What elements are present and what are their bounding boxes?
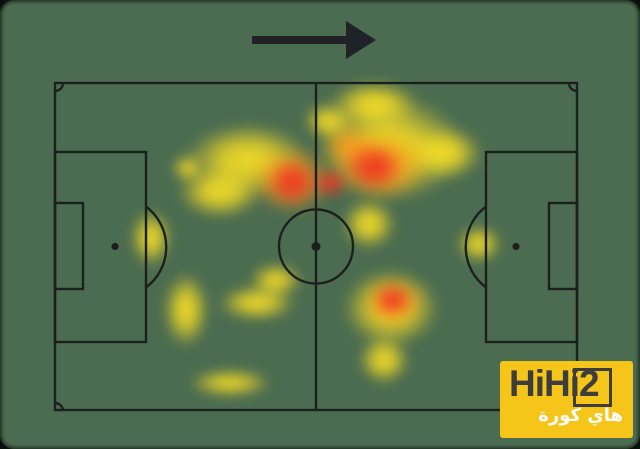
heat-zone-low: [342, 198, 396, 250]
right-penalty-arc: [464, 205, 487, 289]
logo-brand-text: HiHi2: [509, 362, 600, 406]
logo-tagline: هاي كورة: [538, 405, 623, 426]
left-penalty-arc: [145, 205, 168, 289]
center-circle: [277, 208, 355, 285]
logo-brand-main: HiHi: [509, 363, 580, 404]
hihi2-logo: HiHi2 هاي كورة: [500, 361, 633, 438]
corner-arc-top-right: [567, 82, 578, 93]
heat-zone-high: [266, 158, 318, 206]
heat-zone-high: [314, 168, 348, 198]
center-spot: [311, 242, 321, 251]
heat-zone-high: [372, 283, 414, 317]
arrow-shaft: [252, 36, 349, 44]
heat-zone-low: [249, 263, 303, 297]
right-goal-area: [547, 201, 579, 291]
heat-zone-low: [163, 271, 209, 349]
logo-brand-digit: 2: [579, 363, 600, 404]
arrow-head: [346, 21, 376, 59]
corner-arc-top-left: [54, 82, 65, 93]
right-penalty-area: [484, 150, 579, 344]
left-goal-area: [53, 201, 85, 291]
logo-square-outline: [573, 368, 612, 407]
heat-zone-low: [358, 335, 410, 385]
attack-direction-arrow-icon: [252, 21, 376, 59]
heat-zone-low: [187, 369, 273, 397]
right-penalty-spot: [512, 242, 520, 251]
heat-zone-low: [456, 225, 502, 263]
left-penalty-spot: [111, 242, 119, 251]
heat-zone-low: [172, 154, 202, 182]
heat-zone-high: [343, 142, 405, 192]
left-penalty-area: [53, 150, 148, 344]
corner-arc-bottom-left: [54, 401, 65, 412]
